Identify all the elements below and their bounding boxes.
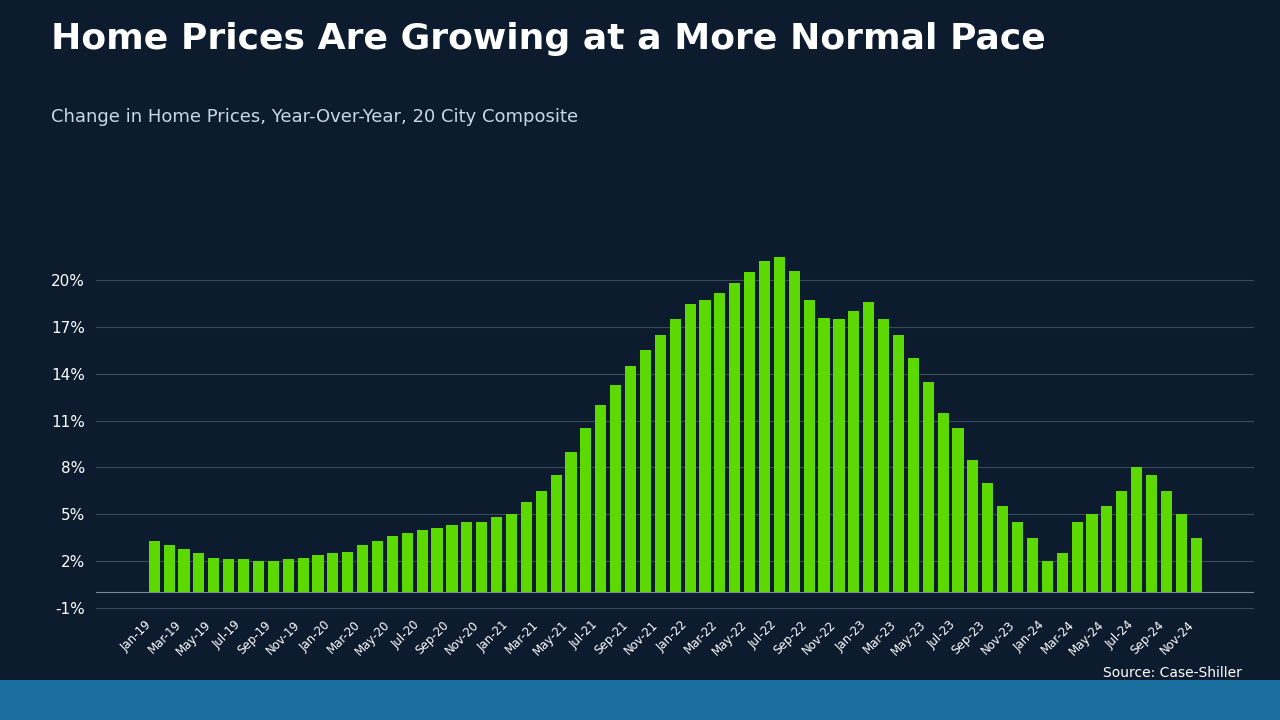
- Text: Source: Case-Shiller: Source: Case-Shiller: [1103, 667, 1242, 680]
- Bar: [1190, 538, 1202, 592]
- Bar: [714, 292, 726, 592]
- Bar: [1042, 561, 1053, 592]
- Bar: [566, 452, 576, 592]
- Bar: [253, 561, 264, 592]
- Bar: [342, 552, 353, 592]
- Bar: [1176, 514, 1187, 592]
- Bar: [1146, 475, 1157, 592]
- Bar: [1161, 491, 1172, 592]
- Bar: [521, 502, 532, 592]
- Bar: [238, 559, 250, 592]
- Bar: [699, 300, 710, 592]
- Bar: [655, 335, 666, 592]
- Bar: [1132, 467, 1142, 592]
- Bar: [685, 304, 695, 592]
- Bar: [328, 553, 338, 592]
- Bar: [1012, 522, 1023, 592]
- Bar: [1087, 514, 1097, 592]
- Bar: [611, 384, 621, 592]
- Bar: [431, 528, 443, 592]
- Bar: [297, 558, 308, 592]
- Bar: [1071, 522, 1083, 592]
- Bar: [387, 536, 398, 592]
- Bar: [849, 311, 859, 592]
- Bar: [178, 549, 189, 592]
- Bar: [625, 366, 636, 592]
- Bar: [461, 522, 472, 592]
- Bar: [1027, 538, 1038, 592]
- Bar: [312, 554, 324, 592]
- Bar: [1101, 506, 1112, 592]
- Bar: [908, 358, 919, 592]
- Text: Change in Home Prices, Year-Over-Year, 20 City Composite: Change in Home Prices, Year-Over-Year, 2…: [51, 108, 579, 126]
- Bar: [476, 522, 488, 592]
- Bar: [372, 541, 383, 592]
- Bar: [535, 491, 547, 592]
- Bar: [416, 530, 428, 592]
- Text: Home Prices Are Growing at a More Normal Pace: Home Prices Are Growing at a More Normal…: [51, 22, 1046, 55]
- Bar: [357, 546, 369, 592]
- Bar: [447, 525, 457, 592]
- Bar: [788, 271, 800, 592]
- Bar: [759, 261, 771, 592]
- Bar: [193, 553, 205, 592]
- Bar: [937, 413, 948, 592]
- Bar: [669, 319, 681, 592]
- Bar: [223, 559, 234, 592]
- Bar: [923, 382, 934, 592]
- Bar: [580, 428, 591, 592]
- Bar: [804, 300, 815, 592]
- Bar: [506, 514, 517, 592]
- Bar: [744, 272, 755, 592]
- Bar: [1056, 553, 1068, 592]
- Bar: [818, 318, 829, 592]
- Bar: [283, 559, 294, 592]
- Bar: [982, 483, 993, 592]
- Bar: [492, 517, 502, 592]
- Bar: [833, 319, 845, 592]
- Bar: [968, 459, 978, 592]
- Bar: [730, 283, 740, 592]
- Bar: [402, 533, 413, 592]
- Bar: [893, 335, 904, 592]
- Bar: [640, 351, 652, 592]
- Bar: [878, 319, 890, 592]
- Bar: [268, 561, 279, 592]
- Bar: [1116, 491, 1128, 592]
- Bar: [164, 546, 174, 592]
- Bar: [209, 558, 219, 592]
- Bar: [774, 257, 785, 592]
- Bar: [595, 405, 607, 592]
- Bar: [550, 475, 562, 592]
- Bar: [997, 506, 1009, 592]
- Bar: [952, 428, 964, 592]
- Bar: [148, 541, 160, 592]
- Bar: [863, 302, 874, 592]
